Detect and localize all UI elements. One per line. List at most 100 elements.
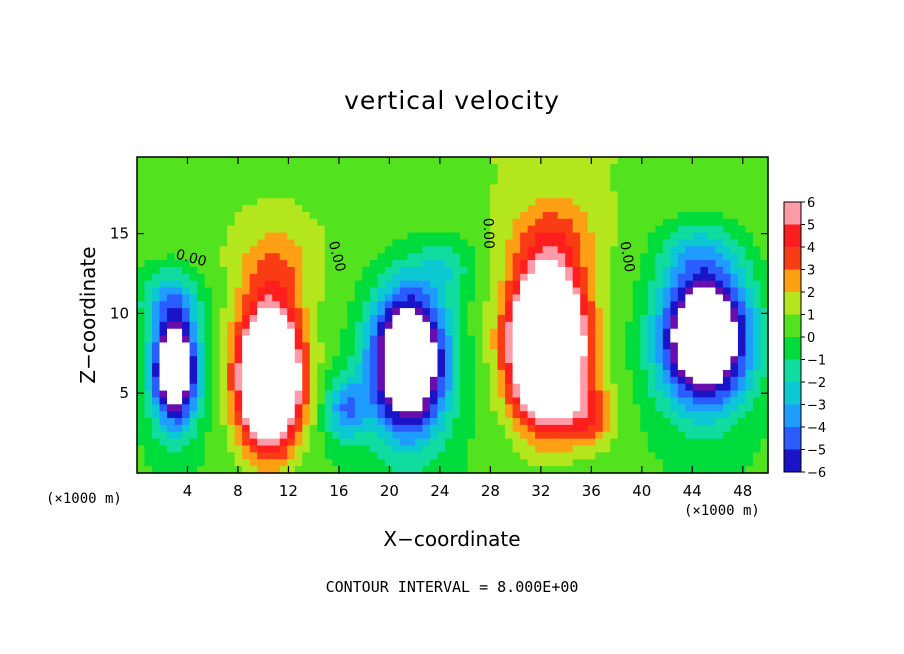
field-cell bbox=[422, 369, 431, 378]
field-cell bbox=[670, 308, 679, 316]
field-cell bbox=[467, 184, 476, 192]
field-cell bbox=[227, 232, 236, 241]
colorbar-tick-label: −2 bbox=[807, 376, 826, 391]
field-cell bbox=[227, 246, 236, 254]
field-cell bbox=[497, 301, 506, 309]
field-cell bbox=[242, 308, 251, 316]
field-cell bbox=[632, 301, 641, 309]
field-cell bbox=[467, 232, 476, 241]
field-cell bbox=[737, 273, 747, 282]
field-cell bbox=[407, 266, 416, 275]
field-cell bbox=[264, 218, 273, 227]
field-cell bbox=[234, 383, 243, 392]
field-cell bbox=[662, 328, 671, 337]
field-cell bbox=[565, 418, 574, 426]
field-cell bbox=[197, 163, 206, 172]
field-cell bbox=[279, 294, 288, 302]
field-cell bbox=[287, 205, 296, 213]
field-cell bbox=[475, 342, 484, 350]
field-cell bbox=[550, 170, 559, 179]
field-cell bbox=[249, 225, 258, 234]
field-cell bbox=[625, 445, 634, 453]
field-cell bbox=[692, 211, 701, 220]
field-cell bbox=[227, 376, 236, 385]
field-cell bbox=[392, 163, 401, 172]
field-cell bbox=[272, 431, 281, 440]
field-cell bbox=[392, 308, 401, 316]
field-cell bbox=[384, 294, 393, 302]
field-cell bbox=[414, 211, 424, 220]
field-cell bbox=[444, 157, 454, 165]
field-cell bbox=[167, 177, 176, 186]
field-cell bbox=[354, 466, 363, 474]
field-cell bbox=[745, 308, 754, 316]
field-cell bbox=[219, 205, 228, 213]
field-cell bbox=[505, 431, 514, 440]
field-cell bbox=[520, 335, 529, 344]
field-cell bbox=[414, 328, 424, 337]
field-cell bbox=[219, 328, 228, 337]
field-cell bbox=[625, 301, 634, 309]
field-cell bbox=[460, 335, 469, 344]
field-cell bbox=[527, 383, 536, 392]
field-cell bbox=[565, 411, 574, 419]
field-cell bbox=[159, 232, 168, 241]
field-cell bbox=[745, 349, 754, 357]
field-cell bbox=[475, 390, 484, 399]
field-cell bbox=[520, 411, 529, 419]
field-cell bbox=[294, 198, 303, 206]
field-cell bbox=[249, 376, 258, 385]
field-cell bbox=[369, 260, 378, 268]
field-cell bbox=[167, 170, 176, 179]
field-cell bbox=[429, 411, 439, 419]
field-cell bbox=[414, 184, 424, 192]
field-cell bbox=[429, 397, 439, 405]
field-cell bbox=[339, 205, 348, 213]
field-cell bbox=[655, 163, 664, 172]
field-cell bbox=[497, 321, 506, 330]
field-cell bbox=[407, 253, 416, 261]
field-cell bbox=[452, 383, 461, 392]
field-cell bbox=[429, 424, 439, 433]
field-cell bbox=[587, 232, 596, 241]
field-cell bbox=[137, 315, 146, 323]
field-cell bbox=[429, 239, 439, 247]
field-cell bbox=[189, 411, 198, 419]
field-cell bbox=[640, 287, 649, 295]
field-cell bbox=[444, 211, 454, 220]
field-cell bbox=[595, 328, 604, 337]
field-cell bbox=[242, 287, 251, 295]
field-cell bbox=[249, 163, 258, 172]
field-cell bbox=[309, 225, 318, 234]
field-cell bbox=[587, 349, 596, 357]
field-cell bbox=[392, 459, 401, 467]
field-cell bbox=[354, 445, 363, 453]
field-cell bbox=[647, 198, 656, 206]
field-cell bbox=[234, 184, 243, 192]
field-cell bbox=[362, 466, 371, 474]
field-cell bbox=[422, 260, 431, 268]
field-cell bbox=[715, 273, 724, 282]
field-cell bbox=[279, 466, 288, 474]
field-cell bbox=[279, 321, 288, 330]
field-cell bbox=[610, 424, 619, 433]
field-cell bbox=[722, 342, 732, 350]
field-cell bbox=[159, 218, 168, 227]
field-cell bbox=[174, 349, 183, 357]
field-cell bbox=[505, 198, 514, 206]
field-cell bbox=[324, 397, 333, 405]
field-cell bbox=[595, 445, 604, 453]
field-cell bbox=[475, 459, 484, 467]
field-cell bbox=[362, 239, 371, 247]
field-cell bbox=[715, 308, 724, 316]
field-cell bbox=[467, 363, 476, 371]
field-cell bbox=[535, 280, 544, 289]
field-cell bbox=[475, 431, 484, 440]
field-cell bbox=[700, 287, 709, 295]
field-cell bbox=[745, 397, 754, 405]
field-cell bbox=[249, 342, 258, 350]
field-cell bbox=[369, 239, 378, 247]
field-cell bbox=[369, 431, 378, 440]
field-cell bbox=[279, 390, 288, 399]
field-cell bbox=[227, 356, 236, 364]
